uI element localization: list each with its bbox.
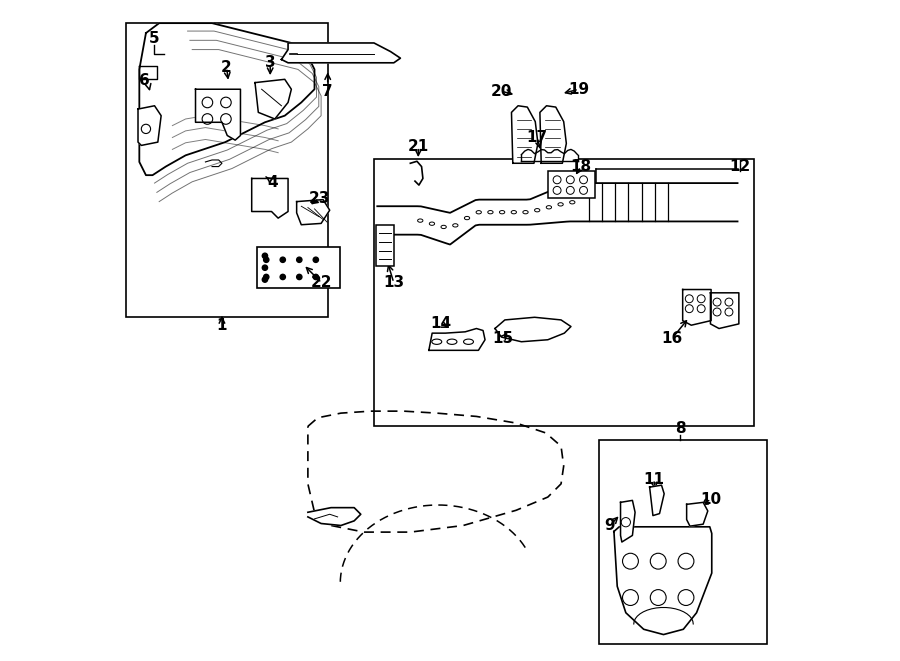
Polygon shape <box>428 329 485 350</box>
Polygon shape <box>282 43 400 63</box>
Circle shape <box>262 253 267 258</box>
Text: 11: 11 <box>644 472 664 486</box>
Bar <box>126 23 328 317</box>
Polygon shape <box>511 106 538 163</box>
Polygon shape <box>614 527 712 635</box>
Polygon shape <box>540 106 566 163</box>
Text: 23: 23 <box>309 191 329 206</box>
Text: 4: 4 <box>267 175 278 190</box>
Circle shape <box>264 257 269 262</box>
Circle shape <box>297 274 302 280</box>
Polygon shape <box>710 293 739 329</box>
Text: 21: 21 <box>408 139 429 154</box>
Circle shape <box>297 257 302 262</box>
Polygon shape <box>683 290 711 325</box>
Polygon shape <box>138 106 161 145</box>
Bar <box>598 440 768 644</box>
Text: 10: 10 <box>700 492 722 506</box>
Text: 9: 9 <box>605 518 616 533</box>
Text: 19: 19 <box>568 82 590 97</box>
Text: 8: 8 <box>675 421 685 436</box>
Text: 2: 2 <box>221 60 232 75</box>
Text: 5: 5 <box>148 31 159 46</box>
Polygon shape <box>252 178 288 218</box>
Text: 1: 1 <box>217 318 227 332</box>
Bar <box>257 247 339 288</box>
Circle shape <box>264 274 269 280</box>
Text: 13: 13 <box>383 276 404 290</box>
Polygon shape <box>620 500 635 542</box>
Circle shape <box>313 257 319 262</box>
Bar <box>376 225 394 266</box>
Text: 7: 7 <box>322 84 333 98</box>
Text: 15: 15 <box>492 331 513 346</box>
Text: 22: 22 <box>311 276 332 290</box>
Text: 20: 20 <box>491 84 512 98</box>
Polygon shape <box>687 502 707 526</box>
Text: 12: 12 <box>729 159 750 174</box>
Text: 3: 3 <box>265 56 275 70</box>
Text: 14: 14 <box>430 317 451 331</box>
Polygon shape <box>140 23 314 175</box>
Polygon shape <box>308 508 361 525</box>
Bar <box>548 171 596 198</box>
Polygon shape <box>195 89 240 140</box>
Circle shape <box>313 274 319 280</box>
Polygon shape <box>297 200 329 225</box>
Circle shape <box>262 277 267 282</box>
Circle shape <box>280 274 285 280</box>
Text: 17: 17 <box>526 130 548 145</box>
Text: 6: 6 <box>140 73 150 88</box>
Bar <box>374 159 754 426</box>
Polygon shape <box>255 79 292 119</box>
Circle shape <box>262 265 267 270</box>
Polygon shape <box>495 317 571 342</box>
Text: 18: 18 <box>571 159 591 174</box>
Circle shape <box>280 257 285 262</box>
Polygon shape <box>410 161 423 185</box>
Text: 16: 16 <box>662 331 683 346</box>
Polygon shape <box>650 485 664 516</box>
